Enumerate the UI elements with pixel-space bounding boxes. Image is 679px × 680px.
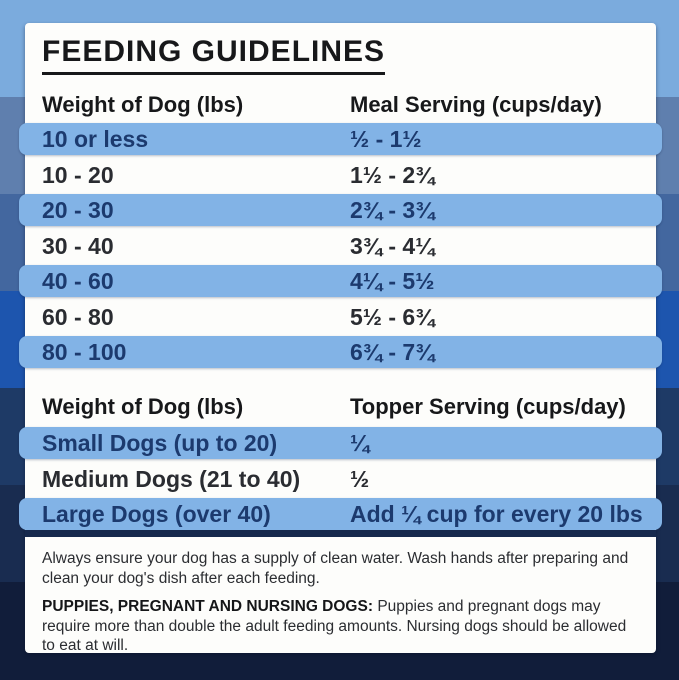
guidelines-card: FEEDING GUIDELINES Weight of Dog (lbs) M…: [19, 23, 662, 656]
puppies-note: PUPPIES, PREGNANT AND NURSING DOGS: Pupp…: [42, 597, 643, 656]
serving-cell: 6¾ - 7¾: [350, 339, 435, 365]
serving-cell: 2¾ - 3¾: [350, 197, 435, 223]
meal-table-header: Weight of Dog (lbs) Meal Serving (cups/d…: [42, 89, 646, 121]
serving-cell: ½: [350, 465, 370, 492]
table-row: 80 - 100 6¾ - 7¾: [19, 336, 662, 368]
meal-header-serving: Meal Serving (cups/day): [350, 92, 602, 117]
serving-cell: ¼: [350, 430, 370, 456]
weight-cell: 20 - 30: [42, 197, 114, 223]
weight-cell: Large Dogs (over 40): [42, 501, 271, 527]
topper-header-serving: Topper Serving (cups/day): [350, 394, 626, 419]
table-row: Medium Dogs (21 to 40) ½: [19, 463, 662, 495]
serving-cell: Add ¼ cup for every 20 lbs: [350, 501, 643, 527]
serving-cell: 4¼ - 5½: [350, 268, 435, 294]
topper-table-header: Weight of Dog (lbs) Topper Serving (cups…: [42, 391, 646, 423]
table-row: Small Dogs (up to 20) ¼: [19, 427, 662, 459]
weight-cell: Small Dogs (up to 20): [42, 430, 278, 456]
puppies-note-label: PUPPIES, PREGNANT AND NURSING DOGS:: [42, 598, 373, 615]
topper-header-weight: Weight of Dog (lbs): [42, 394, 244, 419]
weight-cell: 10 - 20: [42, 161, 114, 188]
table-row: 60 - 80 5½ - 6¾: [19, 301, 662, 333]
serving-cell: 5½ - 6¾: [350, 303, 435, 330]
table-row: 10 - 20 1½ - 2¾: [19, 159, 662, 191]
table-row: 10 or less ½ - 1½: [19, 123, 662, 155]
weight-cell: 10 or less: [42, 126, 149, 152]
weight-cell: 80 - 100: [42, 339, 127, 365]
serving-cell: ½ - 1½: [350, 126, 422, 152]
section-divider: [25, 530, 656, 537]
weight-cell: 60 - 80: [42, 303, 114, 330]
weight-cell: Medium Dogs (21 to 40): [42, 465, 301, 492]
table-row: Large Dogs (over 40) Add ¼ cup for every…: [19, 498, 662, 530]
puppies-note-text: Puppies and pregnant dogs may require mo…: [42, 598, 627, 654]
weight-cell: 30 - 40: [42, 232, 114, 259]
serving-cell: 1½ - 2¾: [350, 161, 435, 188]
weight-cell: 40 - 60: [42, 268, 114, 294]
serving-cell: 3¾ - 4¼: [350, 232, 435, 259]
water-note: Always ensure your dog has a supply of c…: [42, 550, 629, 587]
table-row: 40 - 60 4¼ - 5½: [19, 265, 662, 297]
table-row: 20 - 30 2¾ - 3¾: [19, 194, 662, 226]
table-row: 30 - 40 3¾ - 4¼: [19, 230, 662, 262]
page-title: FEEDING GUIDELINES: [42, 37, 386, 75]
meal-header-weight: Weight of Dog (lbs): [42, 92, 244, 117]
